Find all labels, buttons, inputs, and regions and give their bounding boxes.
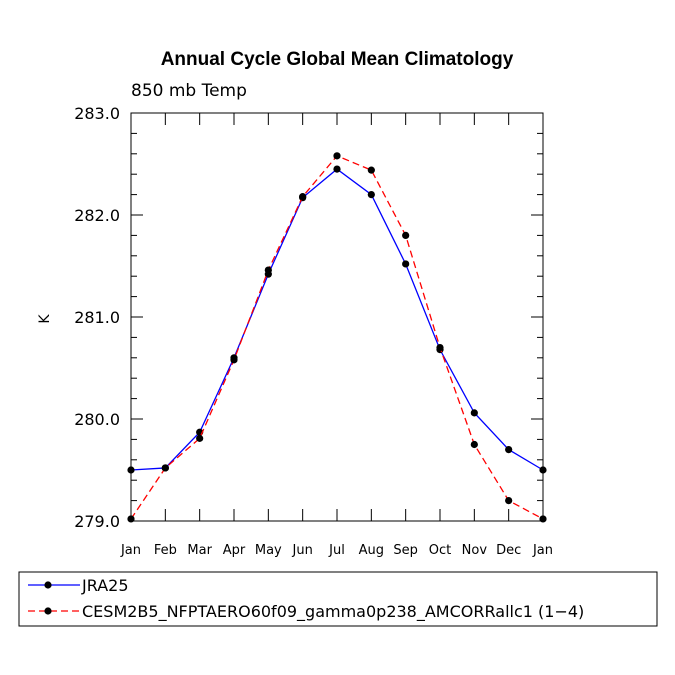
y-tick-label: 279.0 [74, 512, 120, 531]
x-tick-label: May [255, 543, 282, 558]
series-0-point [402, 260, 410, 268]
series-1-point [470, 440, 478, 449]
chart-title: Annual Cycle Global Mean Climatology [161, 49, 514, 70]
legend-label-cesm: CESM2B5_NFPTAERO60f09_gamma0p238_AMCORRa… [82, 602, 584, 622]
series-0-point [505, 446, 513, 454]
legend-box [18, 571, 658, 627]
y-axis-label: K [37, 314, 53, 324]
legend: JRA25 CESM2B5_NFPTAERO60f09_gamma0p238_A… [18, 571, 658, 627]
y-axis: 279.0 280.0 281.0 282.0 283.0 [74, 104, 543, 531]
x-tick-label: Jul [328, 543, 345, 558]
legend-marker-cesm [44, 607, 52, 615]
x-tick-label: Nov [462, 543, 488, 558]
series-1-point [127, 515, 135, 523]
series-0-point [470, 409, 478, 417]
x-tick-label: Jan [120, 543, 141, 558]
series-1-point [402, 231, 410, 239]
x-tick-label: Jun [292, 543, 313, 558]
y-tick-label: 282.0 [74, 206, 120, 225]
legend-label-jra25: JRA25 [81, 576, 129, 595]
x-axis: Jan Feb Mar Apr May Jun Jul Aug Sep Oct Nov Dec Jan [120, 113, 553, 558]
plot-frame [130, 112, 544, 522]
series-1-point [333, 152, 341, 160]
x-tick-label: Mar [187, 543, 212, 558]
series-1-point [367, 166, 375, 174]
series-1-point [196, 434, 204, 442]
x-tick-label: Feb [154, 543, 177, 558]
y-tick-label: 280.0 [74, 410, 120, 429]
series-line-0 [130, 168, 544, 471]
x-tick-label: Apr [223, 543, 246, 558]
series-layer [127, 152, 547, 523]
legend-marker-jra25 [44, 581, 52, 589]
x-tick-label: Sep [393, 543, 418, 558]
series-1-point [539, 515, 547, 523]
series-1-point [230, 356, 238, 364]
series-0-point [333, 165, 341, 173]
y-tick-label: 283.0 [74, 104, 120, 123]
series-1-point [299, 193, 307, 201]
chart-subtitle: 850 mb Temp [131, 81, 247, 101]
x-tick-label: Dec [496, 543, 521, 558]
x-tick-label: Jan [532, 543, 553, 558]
series-1-point [161, 464, 169, 472]
series-1-point [505, 497, 513, 505]
series-0-point [539, 466, 547, 474]
series-1-point [264, 266, 272, 274]
series-1-point [436, 344, 444, 352]
y-tick-label: 281.0 [74, 308, 120, 327]
series-0-point [367, 191, 375, 199]
x-tick-label: Oct [429, 543, 451, 558]
x-tick-label: Aug [359, 543, 384, 558]
series-line-1 [130, 155, 544, 520]
series-0-point [127, 466, 135, 474]
